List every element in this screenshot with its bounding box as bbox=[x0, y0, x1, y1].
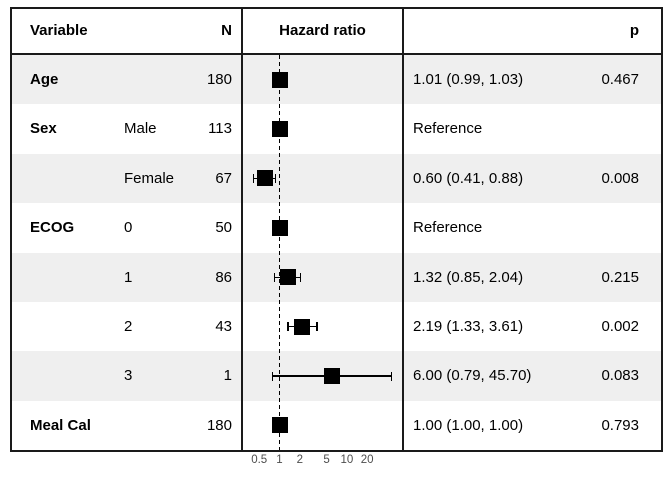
x-axis-tick-label: 2 bbox=[296, 454, 303, 466]
hr-marker bbox=[279, 269, 296, 286]
level-cell: 1 bbox=[124, 268, 133, 286]
p-value-cell: 0.793 bbox=[601, 416, 639, 434]
n-cell: 50 bbox=[215, 219, 232, 237]
estimate-cell: Reference bbox=[413, 120, 483, 138]
x-axis-tick-label: 1 bbox=[276, 454, 283, 466]
table-row: Female 67 0.60 (0.41, 0.88) 0.008 bbox=[12, 153, 661, 204]
level-cell: Male bbox=[124, 120, 157, 138]
table-row: Age 180 1.01 (0.99, 1.03) 0.467 bbox=[12, 55, 661, 105]
n-cell: 180 bbox=[206, 71, 232, 88]
forest-table: Variable N Hazard ratio p Age 180 1.01 (… bbox=[10, 7, 663, 452]
column-divider bbox=[241, 9, 243, 450]
level-cell: 2 bbox=[124, 318, 133, 335]
column-divider bbox=[402, 9, 404, 450]
x-axis-tick-label: 10 bbox=[340, 454, 354, 466]
column-header-n: N bbox=[221, 22, 232, 39]
x-axis-tick-label: 0.5 bbox=[251, 454, 268, 466]
n-cell: 43 bbox=[215, 318, 232, 335]
estimate-cell: 6.00 (0.79, 45.70) bbox=[413, 367, 532, 385]
table-row: Meal Cal 180 1.00 (1.00, 1.00) 0.793 bbox=[12, 400, 661, 451]
ci-cap-left bbox=[274, 272, 276, 282]
column-header-p: p bbox=[629, 22, 639, 39]
x-axis: 0.5 1 2 5 10 20 bbox=[12, 454, 661, 470]
ci-cap-right bbox=[316, 322, 318, 332]
estimate-cell: 0.60 (0.41, 0.88) bbox=[413, 169, 524, 187]
variable-cell: Meal Cal bbox=[30, 416, 91, 434]
p-value-cell bbox=[539, 203, 639, 252]
column-header-variable: Variable bbox=[30, 22, 88, 39]
estimate-cell: Reference bbox=[413, 219, 483, 237]
hr-marker bbox=[294, 318, 311, 335]
n-cell: 113 bbox=[208, 120, 232, 138]
estimate-cell: 2.19 (1.33, 3.61) bbox=[413, 318, 524, 335]
n-cell: 67 bbox=[215, 169, 232, 187]
variable-cell: ECOG bbox=[30, 219, 75, 237]
table-header: Variable N Hazard ratio p bbox=[12, 9, 661, 55]
ci-cap-left bbox=[271, 371, 274, 381]
reference-line bbox=[278, 55, 281, 450]
p-value-cell: 0.008 bbox=[601, 169, 639, 187]
table-row: 2 43 2.19 (1.33, 3.61) 0.002 bbox=[12, 302, 661, 352]
hr-marker bbox=[256, 170, 273, 187]
level-cell: 3 bbox=[124, 367, 133, 385]
estimate-cell: 1.32 (0.85, 2.04) bbox=[413, 268, 524, 286]
level-cell: 0 bbox=[124, 219, 133, 237]
ci-cap-right bbox=[390, 371, 393, 381]
n-cell: 86 bbox=[215, 268, 232, 286]
variable-cell bbox=[30, 351, 130, 400]
ci-cap-left bbox=[287, 322, 289, 332]
column-header-hazard-ratio: Hazard ratio bbox=[279, 22, 366, 39]
variable-cell bbox=[30, 302, 130, 351]
variable-cell bbox=[30, 253, 130, 302]
table-row: 3 1 6.00 (0.79, 45.70) 0.083 bbox=[12, 351, 661, 401]
estimate-cell: 1.00 (1.00, 1.00) bbox=[413, 416, 524, 434]
p-value-cell: 0.467 bbox=[601, 71, 639, 88]
x-axis-tick-label: 20 bbox=[360, 454, 374, 466]
p-value-cell: 0.002 bbox=[601, 318, 639, 335]
p-value-cell: 0.083 bbox=[601, 367, 639, 385]
x-axis-tick-label: 5 bbox=[323, 454, 330, 466]
ci-cap-right bbox=[299, 272, 302, 282]
variable-cell: Age bbox=[30, 71, 59, 88]
variable-cell: Sex bbox=[30, 120, 57, 138]
ci-cap-right bbox=[275, 173, 277, 183]
n-cell: 1 bbox=[223, 367, 232, 385]
table-row: ECOG 0 50 Reference bbox=[12, 203, 661, 253]
level-cell: Female bbox=[124, 169, 175, 187]
table-row: Sex Male 113 Reference bbox=[12, 104, 661, 154]
estimate-cell: 1.01 (0.99, 1.03) bbox=[413, 71, 524, 88]
n-cell: 180 bbox=[206, 416, 232, 434]
p-value-cell bbox=[539, 104, 639, 153]
hr-marker bbox=[323, 368, 340, 385]
table-rows: Age 180 1.01 (0.99, 1.03) 0.467 Sex Male… bbox=[12, 55, 661, 451]
table-row: 1 86 1.32 (0.85, 2.04) 0.215 bbox=[12, 252, 661, 302]
p-value-cell: 0.215 bbox=[601, 268, 639, 286]
variable-cell bbox=[30, 154, 130, 203]
ci-cap-left bbox=[252, 173, 255, 183]
